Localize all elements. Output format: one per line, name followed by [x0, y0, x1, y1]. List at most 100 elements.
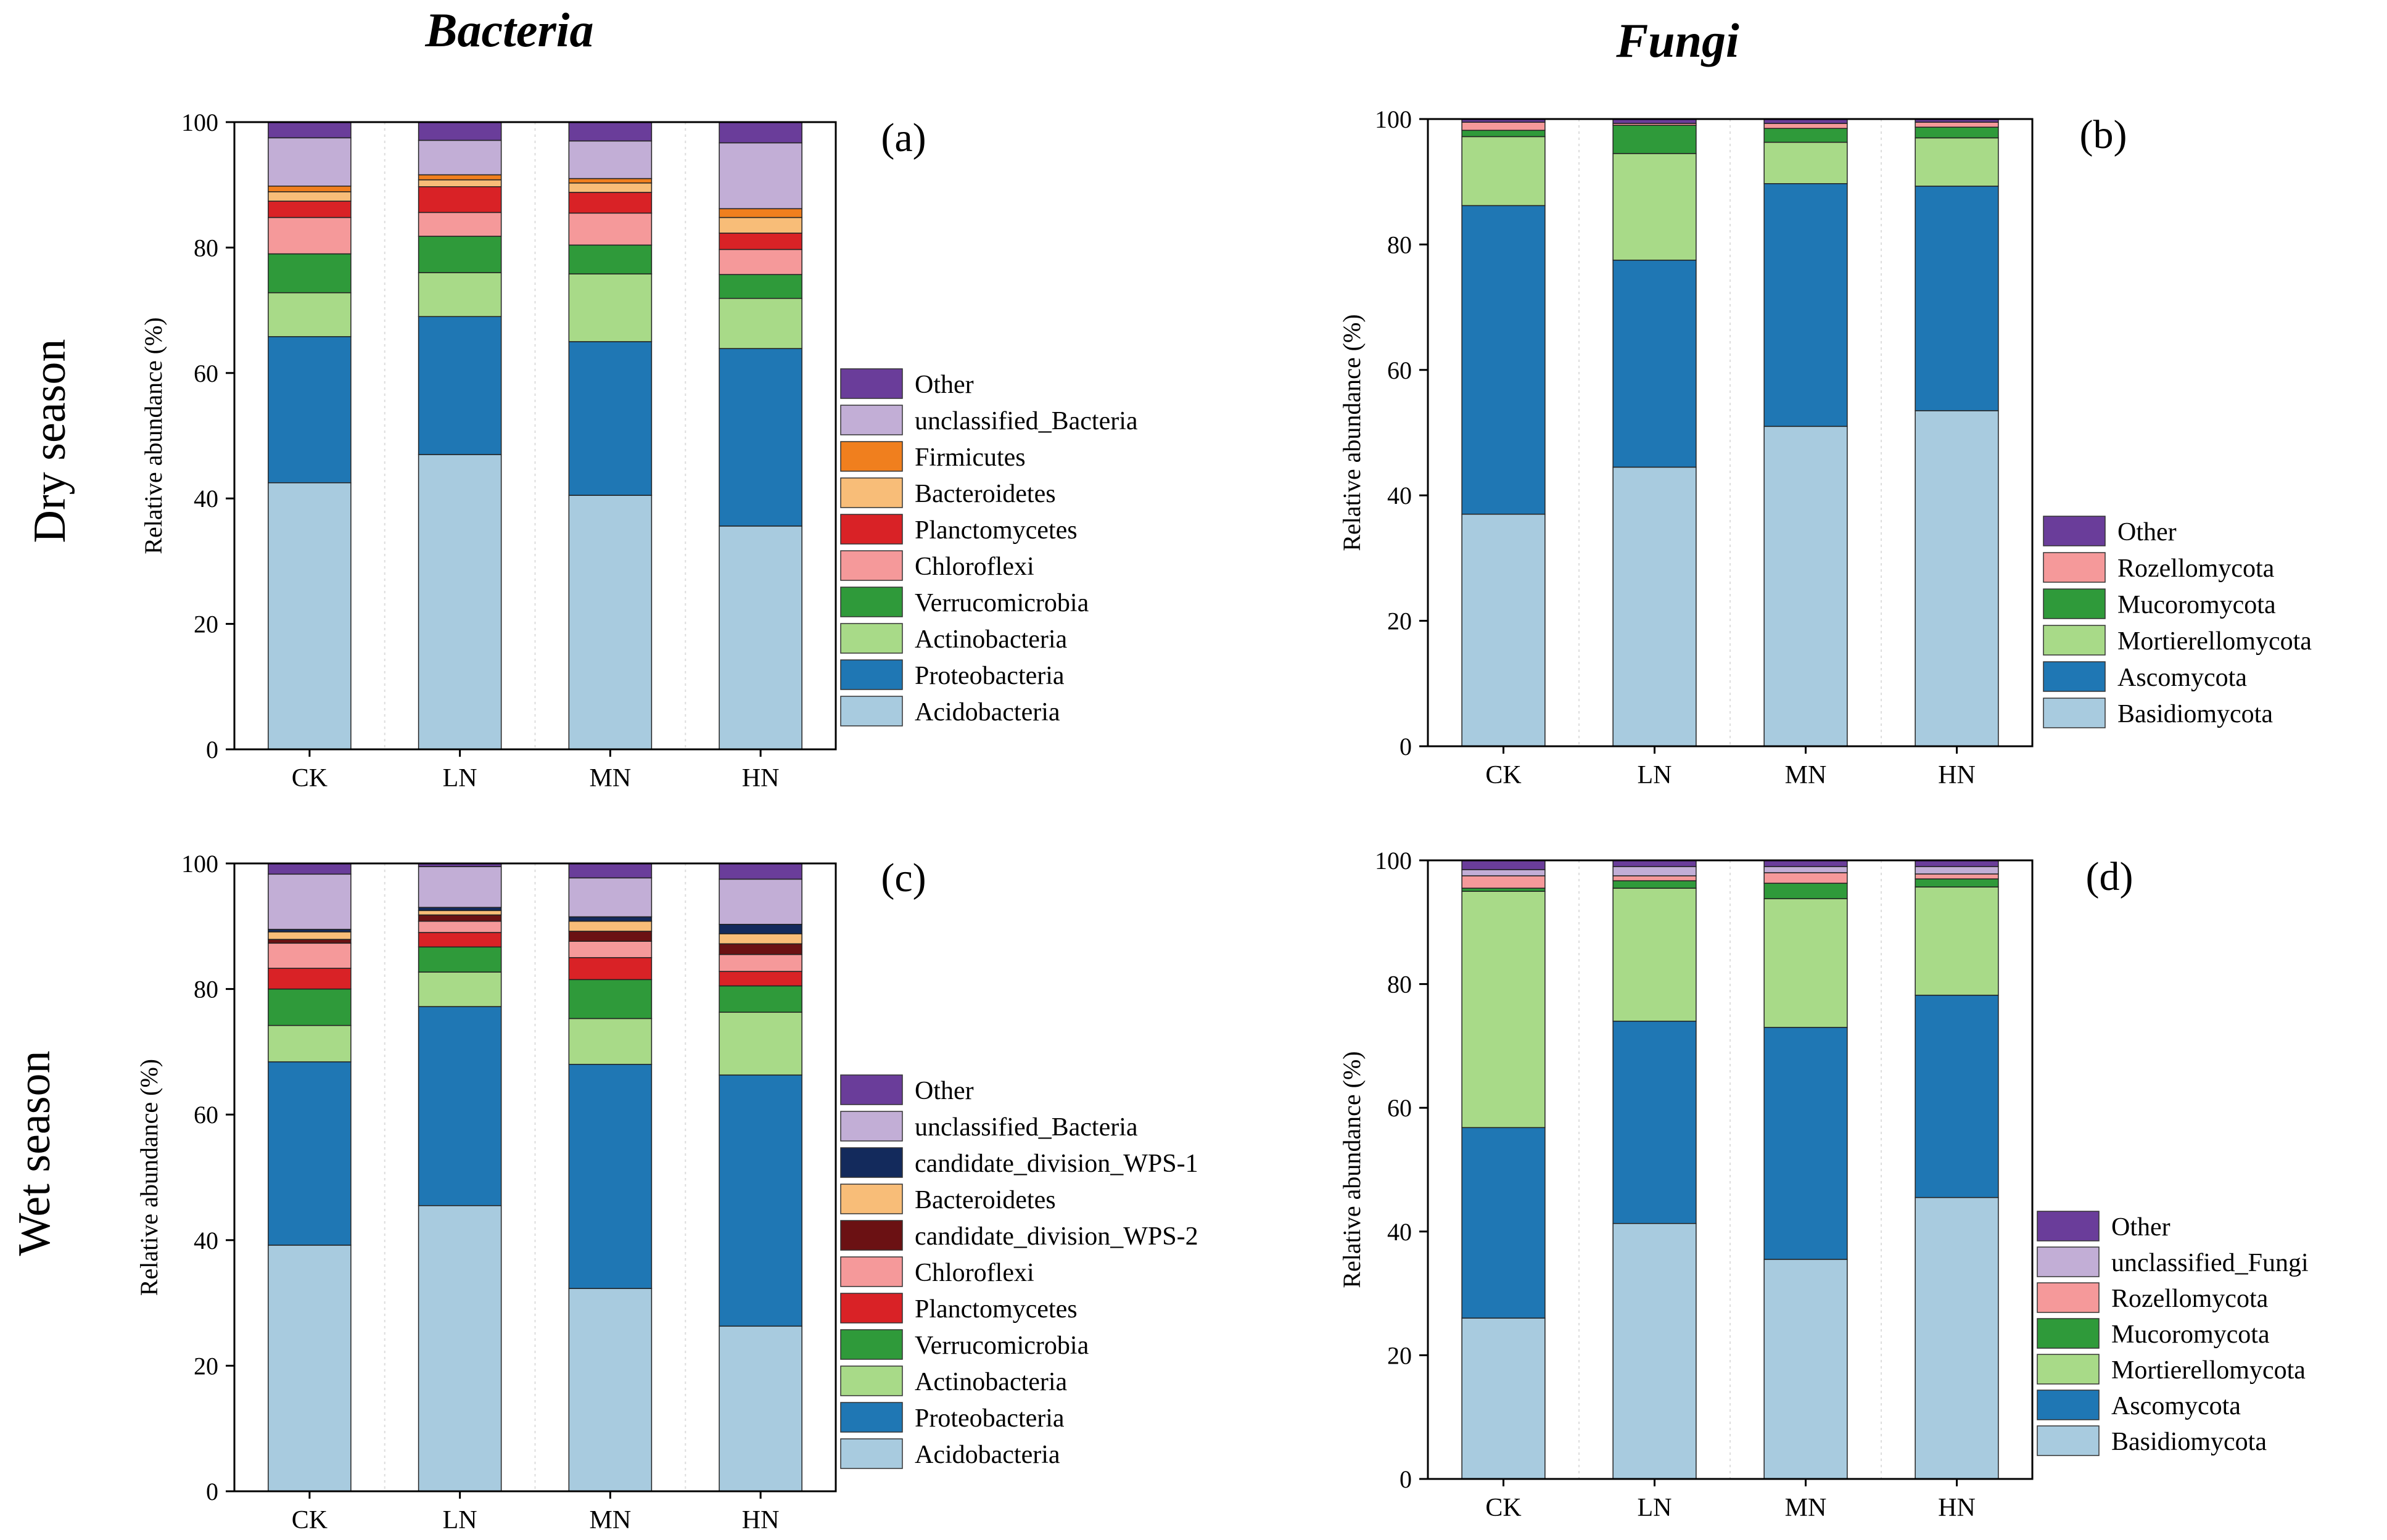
row-title-dry-season: Dry season	[25, 339, 75, 543]
y-tick-label: 0	[1400, 733, 1412, 760]
legend-swatch	[840, 550, 903, 581]
legend-label: unclassified_Bacteria	[915, 1113, 1138, 1142]
legend-swatch	[840, 441, 903, 472]
bar-segment-actinobacteria	[418, 971, 502, 1007]
y-tick-label: 0	[1400, 1465, 1412, 1493]
legend: Other unclassified_Fungi Rozellomycota Muco…	[2037, 1211, 2309, 1456]
y-tick-label: 20	[194, 1352, 218, 1380]
column-title-bacteria: Bacteria	[425, 3, 594, 57]
y-tick-label: 40	[194, 1227, 218, 1254]
bar-segment-other	[1763, 860, 1848, 867]
bar-segment-verrucomicrobia	[568, 979, 653, 1019]
y-tick-label: 80	[194, 976, 218, 1003]
bar-segment-other	[268, 863, 352, 875]
bar-segment-actinobacteria	[568, 1018, 653, 1065]
x-tick-label: MN	[1785, 761, 1827, 789]
legend-swatch	[840, 405, 903, 435]
bar-segment-actinobacteria	[568, 273, 653, 342]
legend-swatch	[840, 1074, 903, 1105]
legend-swatch	[840, 1329, 903, 1360]
bar-segment-other	[719, 121, 802, 144]
bar-segment-mucoromycota	[1763, 883, 1848, 899]
bar-segment-acidobacteria	[719, 525, 802, 750]
bar-segment-proteobacteria	[268, 1061, 352, 1246]
bar-segment-mortierellomycota	[1763, 141, 1848, 184]
bar-segment-rozellomycota	[1461, 121, 1546, 131]
bar-segment-unclassified-bacteria	[719, 142, 802, 210]
x-tick-label: HN	[742, 1506, 780, 1534]
bar-segment-proteobacteria	[418, 1006, 502, 1206]
panel-label: (a)	[881, 115, 926, 160]
plot-frame	[233, 121, 837, 751]
bar-segment-rozellomycota	[1461, 875, 1546, 889]
y-tick-label: 100	[181, 850, 218, 878]
y-tick-label: 40	[1387, 482, 1412, 509]
legend-swatch	[840, 477, 903, 508]
x-tick-label: LN	[443, 764, 477, 793]
y-tick-label: 0	[206, 736, 218, 764]
bar-segment-mucoromycota	[1612, 880, 1697, 889]
bar-segment-verrucomicrobia	[268, 253, 352, 294]
bar-segment-unclassified-bacteria	[568, 877, 653, 918]
chart-panel: CK LN MN HN 0 20 40 60 80 100 Relative abundance (…	[139, 109, 1138, 793]
bar-segment-candidate-division-wps-1	[418, 907, 502, 912]
legend-label: Mortierellomycota	[2111, 1356, 2306, 1385]
legend-label: Chloroflexi	[915, 553, 1034, 581]
bar-segment-acidobacteria	[568, 1288, 653, 1492]
bar-segment-basidiomycota	[1915, 410, 1999, 747]
legend-swatch	[840, 514, 903, 545]
bar-segment-basidiomycota	[1461, 1317, 1546, 1480]
bar-segment-acidobacteria	[568, 495, 653, 750]
bar-segment-ascomycota	[1915, 186, 1999, 411]
legend-swatch	[2043, 625, 2106, 656]
legend-swatch	[2043, 552, 2106, 583]
y-tick-label: 40	[1387, 1218, 1412, 1246]
bar-segment-other	[568, 863, 653, 879]
bar-segment-mortierellomycota	[1612, 887, 1697, 1022]
bar-segment-actinobacteria	[719, 1011, 802, 1076]
legend-swatch	[2043, 588, 2106, 619]
plot-frame	[1427, 118, 2034, 747]
bar-segment-mucoromycota	[1915, 126, 1999, 139]
legend: Other Rozellomycota Mucoromycota Mortierell…	[2043, 516, 2312, 728]
chart-panel: CK LN MN HN 0 20 40 60 80 100 Relative abundance (…	[1338, 105, 2312, 789]
bar-segment-mortierellomycota	[1915, 137, 1999, 187]
bar-segment-chloroflexi	[418, 212, 502, 237]
bar-segment-planctomycetes	[568, 192, 653, 214]
legend-label: candidate_division_WPS-1	[915, 1150, 1198, 1178]
bar-segment-unclassified-bacteria	[268, 137, 352, 187]
legend-label: Basidiomycota	[2111, 1428, 2267, 1456]
x-tick-label: CK	[1485, 1494, 1521, 1522]
bar-segment-basidiomycota	[1612, 1223, 1697, 1480]
bar-segment-rozellomycota	[1915, 873, 1999, 879]
legend: Other unclassified_Bacteria candidate_divi…	[840, 1074, 1198, 1469]
y-axis-label: Relative abundance (%)	[139, 317, 167, 554]
bar-segment-basidiomycota	[1915, 1196, 1999, 1480]
legend-label: Other	[915, 371, 974, 399]
bar-segment-mortierellomycota	[1763, 898, 1848, 1028]
bar-segment-unclassified-fungi	[1915, 866, 1999, 875]
legend-swatch	[840, 587, 903, 617]
bar-segment-proteobacteria	[568, 341, 653, 496]
bar-segment-actinobacteria	[719, 298, 802, 349]
legend-swatch	[840, 623, 903, 654]
legend-label: Proteobacteria	[915, 662, 1065, 690]
bar-segment-unclassified-fungi	[1763, 866, 1848, 873]
legend-label: Other	[2117, 518, 2177, 546]
legend-swatch	[840, 1147, 903, 1178]
y-tick-label: 100	[1375, 105, 1412, 133]
x-tick-label: LN	[1638, 1494, 1672, 1522]
bar-segment-other	[568, 121, 653, 142]
bar-segment-candidate-division-wps-1	[719, 923, 802, 934]
bar-segment-unclassified-bacteria	[268, 873, 352, 930]
bar-segment-other	[1461, 860, 1546, 870]
legend-label: Actinobacteria	[915, 625, 1068, 654]
y-tick-label: 0	[206, 1478, 218, 1505]
bar-segment-mortierellomycota	[1461, 136, 1546, 207]
legend-swatch	[840, 1365, 903, 1396]
legend-label: unclassified_Bacteria	[915, 407, 1138, 435]
bar-segment-rozellomycota	[1612, 875, 1697, 881]
bar-segment-candidate-division-wps-1	[568, 916, 653, 922]
panels: CK LN MN HN 0 20 40 60 80 100 Relative abundance (…	[135, 105, 2312, 1534]
